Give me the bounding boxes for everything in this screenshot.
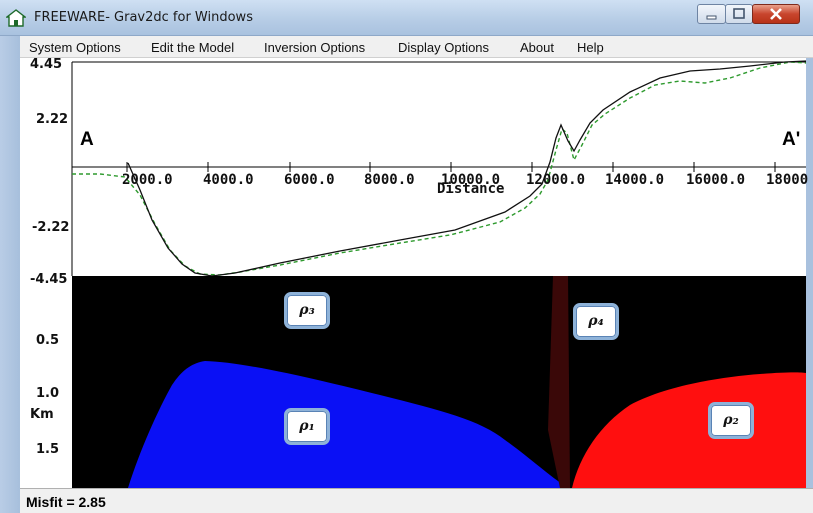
body-rho-1-shape bbox=[128, 361, 568, 488]
menu-inversion-options[interactable]: Inversion Options bbox=[264, 40, 366, 55]
body-rho-2-shape bbox=[572, 372, 806, 488]
y-tick-min: -4.45 bbox=[30, 272, 68, 287]
y-tick-max: 4.45 bbox=[30, 57, 63, 72]
menu-display-options[interactable]: Display Options bbox=[398, 40, 490, 55]
observed-gravity-curve bbox=[127, 60, 807, 277]
menu-system-options[interactable]: System Options bbox=[29, 40, 121, 55]
body-rho-4-shape bbox=[548, 276, 570, 488]
x-tick-label: 8000.0 bbox=[364, 172, 415, 188]
misfit-readout: Misfit = 2.85 bbox=[26, 494, 106, 510]
x-tick-label: 10000.0 bbox=[441, 172, 501, 188]
depth-tick: 0.5 bbox=[36, 333, 60, 348]
x-tick-label: 18000 bbox=[766, 172, 809, 188]
body-label-rho-1[interactable]: ρ₁ bbox=[284, 408, 330, 445]
menu-about[interactable]: About bbox=[520, 40, 554, 55]
menu-bar: System Options Edit the Model Inversion … bbox=[20, 36, 813, 58]
x-tick-label: 12000.0 bbox=[526, 172, 586, 188]
body-label-rho-2[interactable]: ρ₂ bbox=[708, 402, 754, 439]
title-bar[interactable]: FREEWARE- Grav2dc for Windows bbox=[0, 0, 813, 36]
x-tick-label: 14000.0 bbox=[605, 172, 665, 188]
x-axis-title: Distance bbox=[437, 181, 505, 197]
body-label-rho-3[interactable]: ρ₃ bbox=[284, 292, 330, 329]
maximize-icon bbox=[733, 8, 745, 19]
section-label-start: A bbox=[80, 129, 94, 150]
x-tick-label: 2000.0 bbox=[122, 172, 173, 188]
depth-unit-label: Km bbox=[30, 407, 54, 422]
calculated-gravity-curve bbox=[72, 61, 807, 276]
window-frame-right bbox=[806, 58, 813, 513]
close-icon bbox=[770, 8, 782, 20]
depth-tick: 1.0 bbox=[36, 386, 60, 401]
body-label-rho-4[interactable]: ρ₄ bbox=[573, 303, 619, 340]
status-bar: Misfit = 2.85 bbox=[20, 488, 813, 513]
y-tick-upper: 2.22 bbox=[36, 112, 69, 127]
house-icon bbox=[6, 9, 26, 27]
x-tick-label: 4000.0 bbox=[203, 172, 254, 188]
window-frame-left bbox=[0, 36, 20, 513]
window-title: FREEWARE- Grav2dc for Windows bbox=[34, 10, 253, 25]
minimize-icon bbox=[706, 15, 717, 20]
y-tick-lower: -2.22 bbox=[32, 220, 70, 235]
menu-help[interactable]: Help bbox=[577, 40, 604, 55]
section-label-end: A' bbox=[782, 129, 801, 150]
close-button[interactable] bbox=[752, 4, 800, 24]
x-tick-label: 16000.0 bbox=[686, 172, 746, 188]
x-tick-label: 6000.0 bbox=[284, 172, 335, 188]
x-tick-marks bbox=[126, 162, 776, 172]
depth-tick: 1.5 bbox=[36, 442, 60, 457]
menu-edit-the-model[interactable]: Edit the Model bbox=[151, 40, 235, 55]
